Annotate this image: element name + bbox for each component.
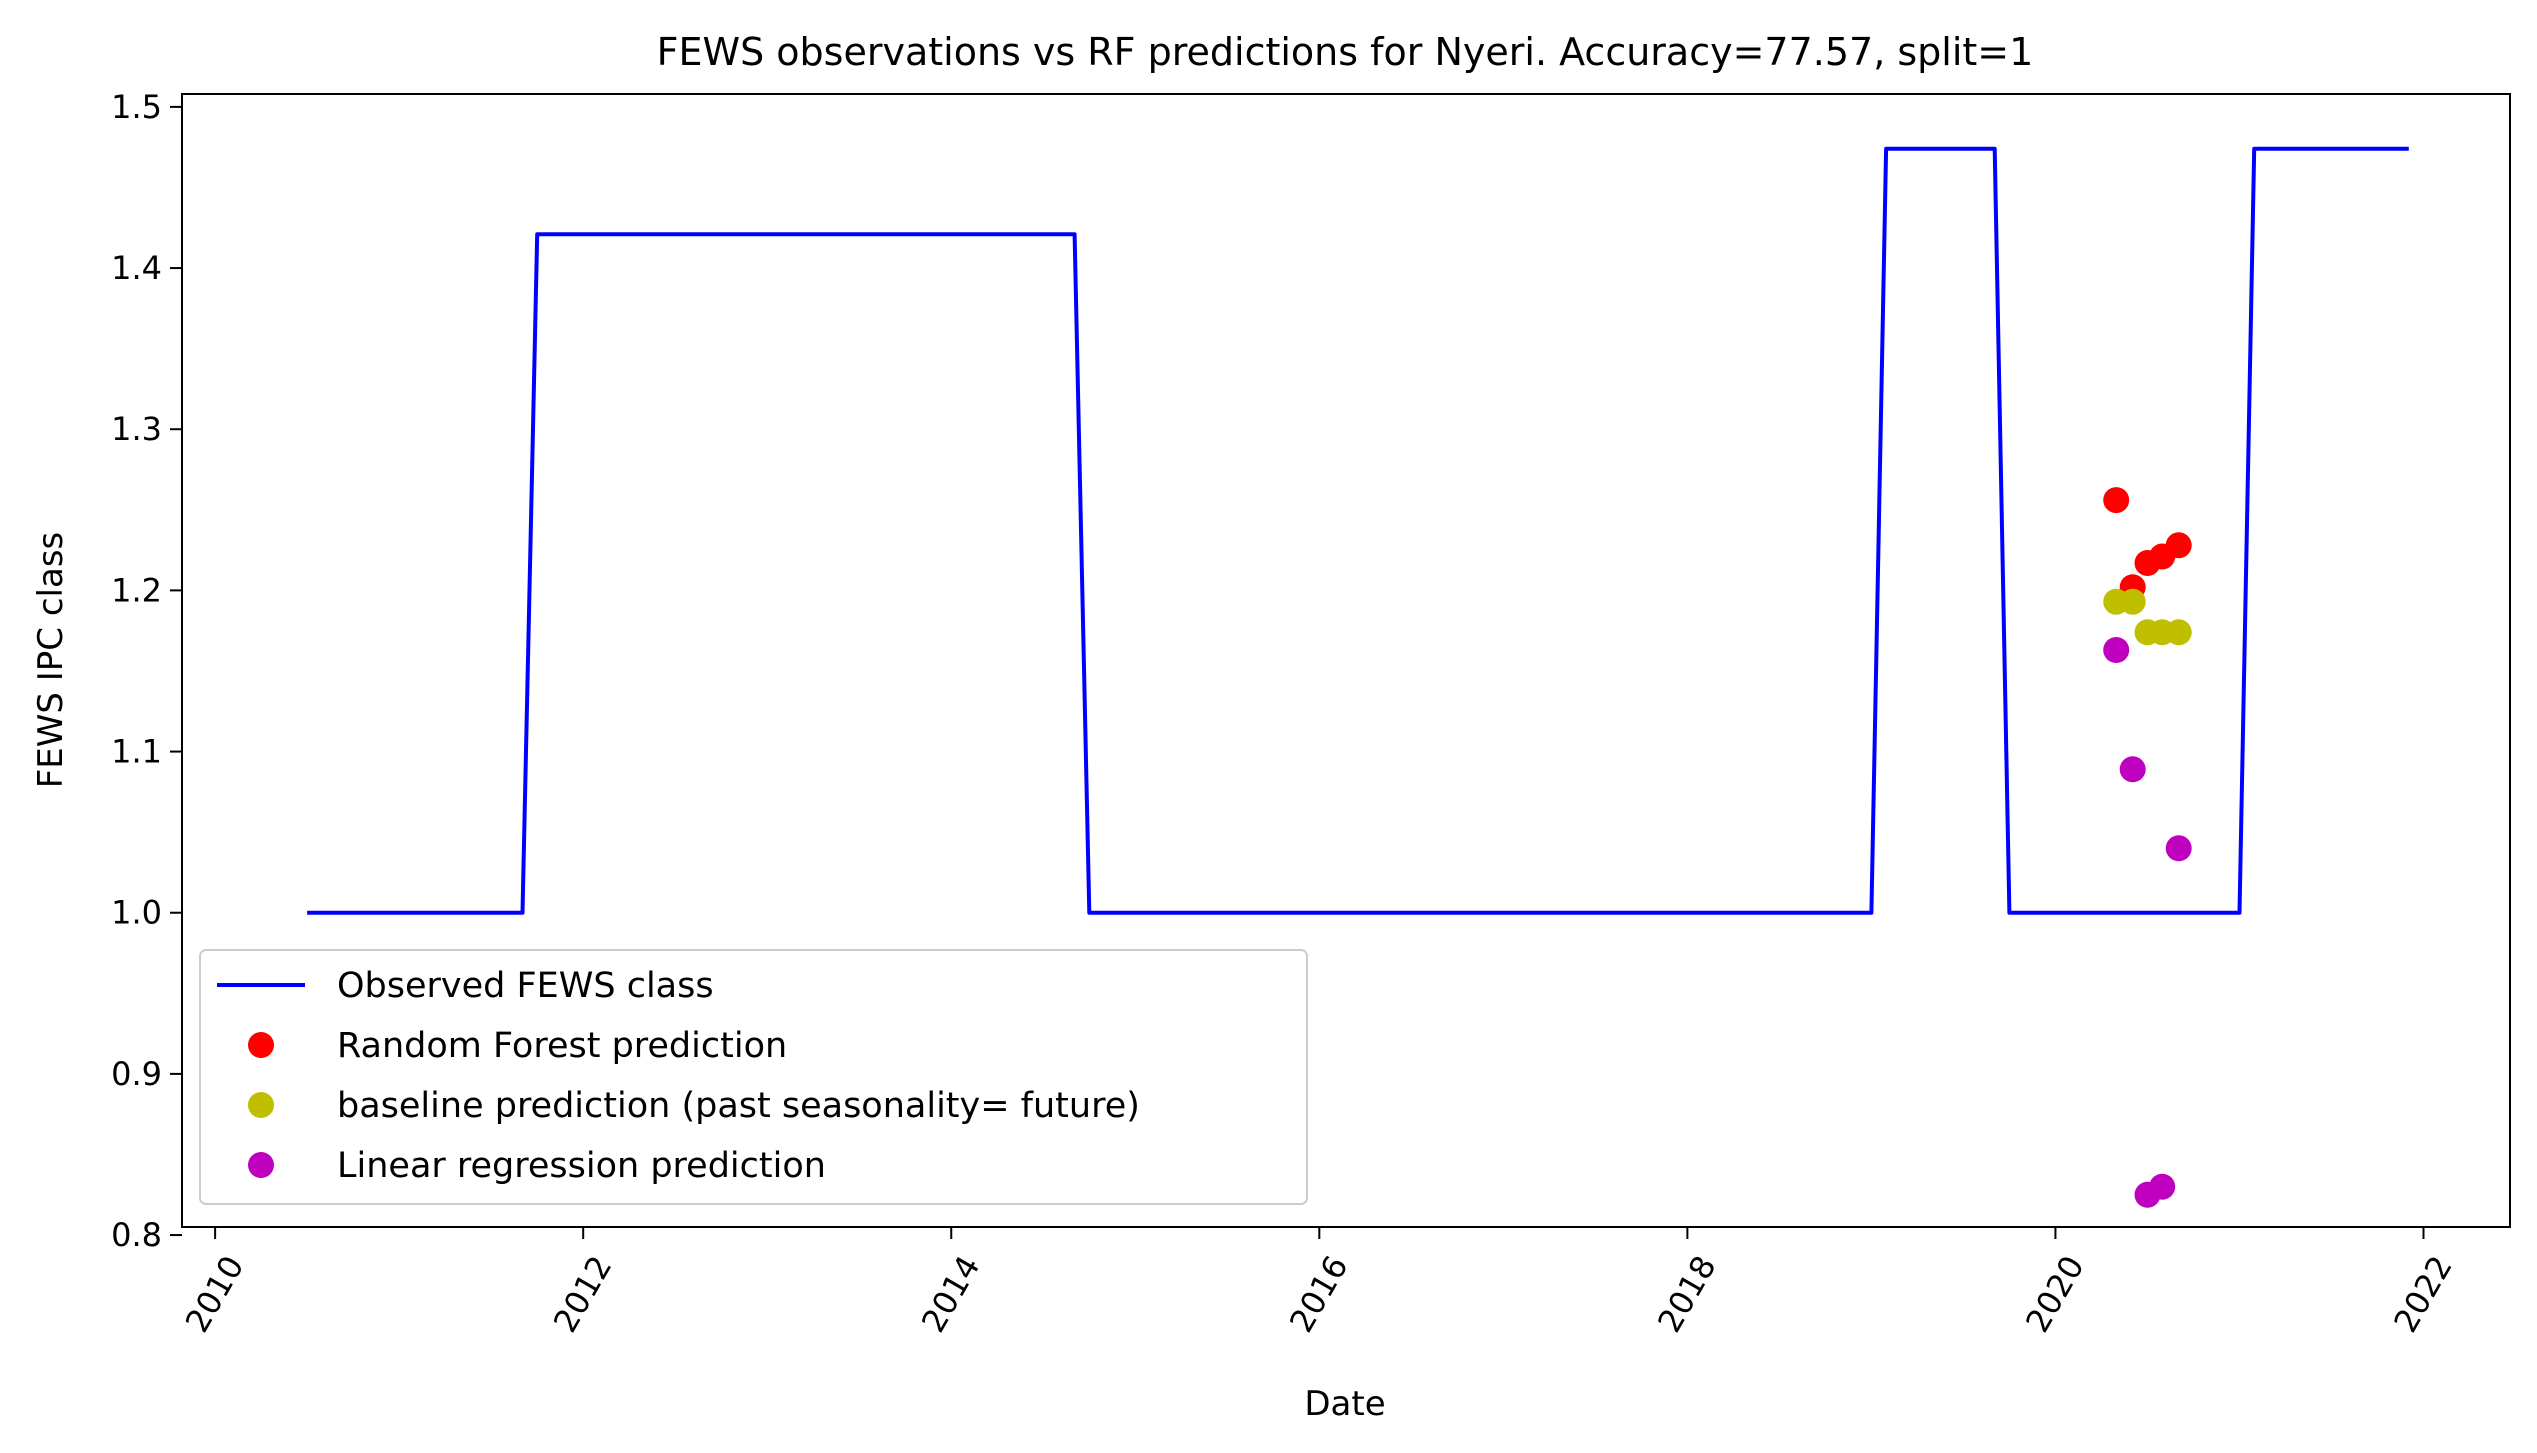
y-tick-label: 0.8 xyxy=(111,1216,162,1254)
x-tick-label: 2022 xyxy=(2386,1249,2460,1339)
legend-marker-swatch xyxy=(248,1152,274,1178)
x-tick-label: 2016 xyxy=(1282,1249,1356,1339)
series-3-point xyxy=(2119,756,2146,783)
y-tick-label: 1.3 xyxy=(111,410,162,448)
x-tick-label: 2014 xyxy=(914,1249,988,1339)
series-2-point xyxy=(2119,588,2146,615)
plot-frame xyxy=(181,93,2511,1228)
series-1-point xyxy=(2165,532,2192,559)
series-3-point xyxy=(2149,1173,2176,1200)
x-tick-label: 2020 xyxy=(2018,1249,2092,1339)
series-2-point xyxy=(2165,619,2192,646)
series-3-point xyxy=(2165,835,2192,862)
y-axis-label: FEWS IPC class xyxy=(31,532,71,789)
x-tick-label: 2018 xyxy=(1650,1249,1724,1339)
legend-marker-swatch xyxy=(248,1032,274,1058)
series-3-point xyxy=(2103,637,2130,663)
y-tick-label: 1.5 xyxy=(111,88,162,126)
series-1-point xyxy=(2103,487,2130,514)
legend-box xyxy=(199,949,1308,1205)
y-tick-label: 1.0 xyxy=(111,894,162,932)
legend-label: Linear regression prediction xyxy=(337,1146,826,1186)
plot-area xyxy=(307,146,2409,1208)
y-tick-label: 0.9 xyxy=(111,1055,162,1093)
legend-label: Observed FEWS class xyxy=(337,966,714,1006)
series-line-observed xyxy=(307,146,2409,915)
legend: Observed FEWS class Random Forest predict… xyxy=(199,949,1308,1205)
x-tick-label: 2012 xyxy=(546,1249,620,1339)
x-tick-label: 2010 xyxy=(178,1249,252,1339)
y-axis: 0.8 0.9 1.0 1.1 1.2 1.3 1.4 1.5 xyxy=(111,88,182,1254)
chart-title: FEWS observations vs RF predictions for … xyxy=(657,30,2034,74)
x-axis-label: Date xyxy=(1304,1384,1385,1424)
legend-marker-swatch xyxy=(248,1092,274,1118)
legend-label: Random Forest prediction xyxy=(337,1026,787,1066)
legend-label: baseline prediction (past seasonality= f… xyxy=(337,1086,1140,1126)
x-axis: 2010 2012 2014 2016 2018 2020 2022 xyxy=(178,1227,2460,1339)
y-tick-label: 1.1 xyxy=(111,733,162,771)
y-tick-label: 1.4 xyxy=(111,249,162,287)
y-tick-label: 1.2 xyxy=(111,571,162,609)
